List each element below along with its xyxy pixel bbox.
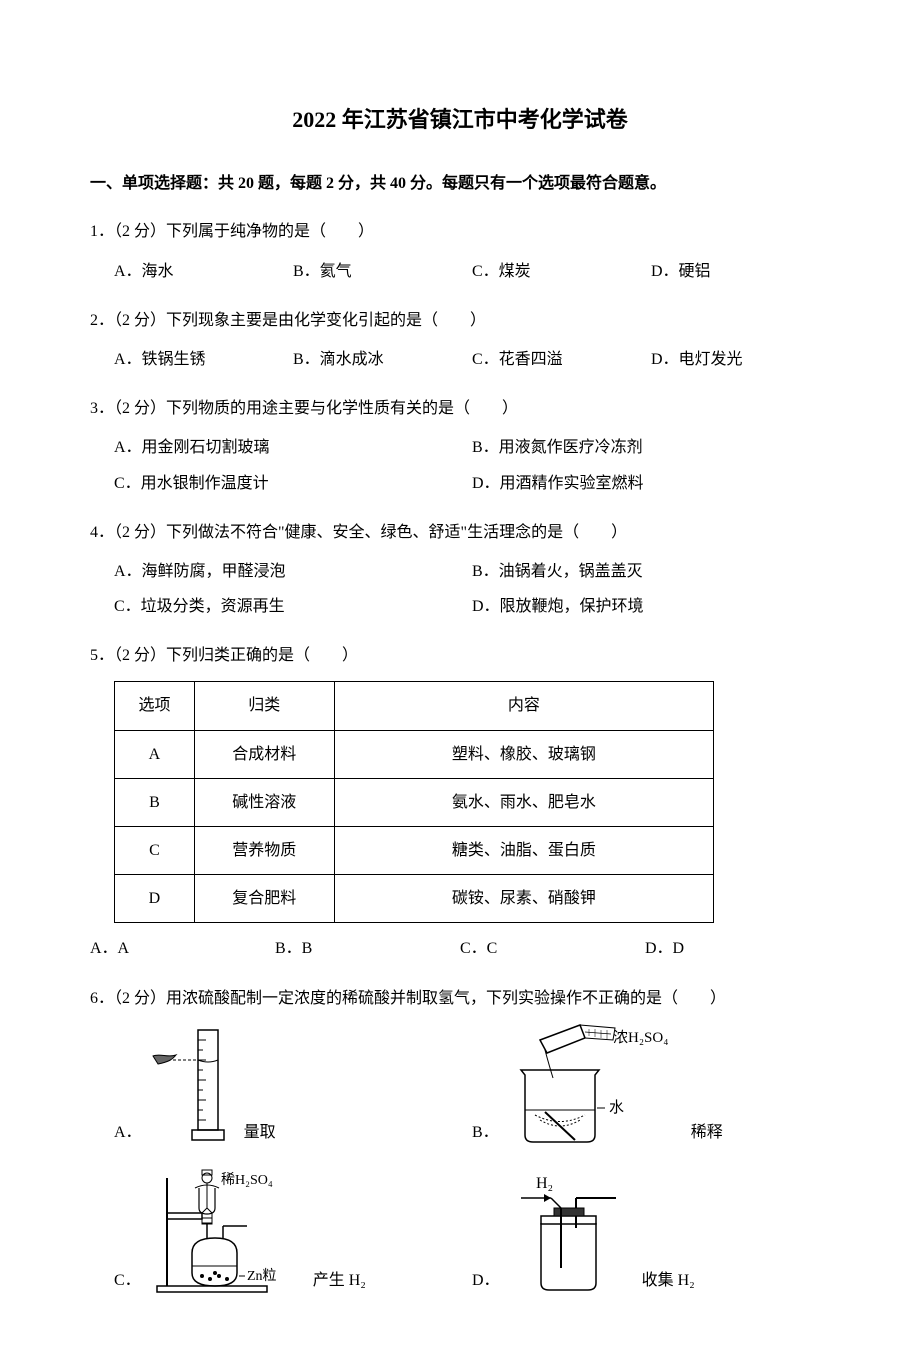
q4-options: A．海鲜防腐，甲醛浸泡 B．油锅着火，锅盖盖灭 C．垃圾分类，资源再生 D．限放… bbox=[90, 554, 830, 624]
q5-col-0: 选项 bbox=[115, 682, 195, 730]
q5-option-b: B．B bbox=[275, 931, 460, 966]
page-title: 2022 年江苏省镇江市中考化学试卷 bbox=[90, 100, 830, 140]
q6-option-c: C． bbox=[114, 1158, 472, 1298]
question-1: 1．（2 分）下列属于纯净物的是（ ） A．海水 B．氦气 C．煤炭 D．硬铝 bbox=[90, 214, 830, 288]
q5-r3c1: 复合肥料 bbox=[194, 875, 334, 923]
q3-option-b: B．用液氮作医疗冷冻剂 bbox=[472, 430, 830, 465]
gas-collection-icon: H₂ bbox=[506, 1168, 636, 1298]
q5-tbody: A 合成材料 塑料、橡胶、玻璃钢 B 碱性溶液 氨水、雨水、肥皂水 C 营养物质… bbox=[115, 730, 714, 923]
q2-stem: 2．（2 分）下列现象主要是由化学变化引起的是（ ） bbox=[90, 303, 830, 338]
q4-option-c: C．垃圾分类，资源再生 bbox=[114, 589, 472, 624]
q6-option-b: B． bbox=[472, 1020, 830, 1150]
q5-r3c2: 碳铵、尿素、硝酸钾 bbox=[334, 875, 713, 923]
q5-r2c2: 糖类、油脂、蛋白质 bbox=[334, 827, 713, 875]
q1-options: A．海水 B．氦气 C．煤炭 D．硬铝 bbox=[90, 254, 830, 289]
q2-options: A．铁锅生锈 B．滴水成冰 C．花香四溢 D．电灯发光 bbox=[90, 342, 830, 377]
section-header: 一、单项选择题：共 20 题，每题 2 分，共 40 分。每题只有一个选项最符合… bbox=[90, 170, 830, 199]
q6-d-letter: D． bbox=[472, 1263, 500, 1298]
q3-option-d: D．用酒精作实验室燃料 bbox=[472, 466, 830, 501]
q5-r1c2: 氨水、雨水、肥皂水 bbox=[334, 778, 713, 826]
q5-r0c2: 塑料、橡胶、玻璃钢 bbox=[334, 730, 713, 778]
q1-option-c: C．煤炭 bbox=[472, 254, 651, 289]
q5-table: 选项 归类 内容 A 合成材料 塑料、橡胶、玻璃钢 B 碱性溶液 氨水、雨水、肥… bbox=[114, 681, 714, 923]
q4-option-b: B．油锅着火，锅盖盖灭 bbox=[472, 554, 830, 589]
q3-options: A．用金刚石切割玻璃 B．用液氮作医疗冷冻剂 C．用水银制作温度计 D．用酒精作… bbox=[90, 430, 830, 500]
q5-r0c0: A bbox=[115, 730, 195, 778]
graduated-cylinder-icon bbox=[148, 1020, 238, 1150]
q6-c-letter: C． bbox=[114, 1263, 141, 1298]
q6-stem: 6．（2 分）用浓硫酸配制一定浓度的稀硫酸并制取氢气，下列实验操作不正确的是（ … bbox=[90, 981, 830, 1016]
q2-option-c: C．花香四溢 bbox=[472, 342, 651, 377]
question-4: 4．（2 分）下列做法不符合"健康、安全、绿色、舒适"生活理念的是（ ） A．海… bbox=[90, 515, 830, 625]
q5-r2c1: 营养物质 bbox=[194, 827, 334, 875]
question-2: 2．（2 分）下列现象主要是由化学变化引起的是（ ） A．铁锅生锈 B．滴水成冰… bbox=[90, 303, 830, 377]
q4-option-d: D．限放鞭炮，保护环境 bbox=[472, 589, 830, 624]
q5-r1c0: B bbox=[115, 778, 195, 826]
table-row: C 营养物质 糖类、油脂、蛋白质 bbox=[115, 827, 714, 875]
q6-b-caption: 稀释 bbox=[691, 1115, 723, 1150]
q6-option-a: A． bbox=[114, 1020, 472, 1150]
q3-option-c: C．用水银制作温度计 bbox=[114, 466, 472, 501]
water-label: 水 bbox=[609, 1099, 624, 1116]
q5-r1c1: 碱性溶液 bbox=[194, 778, 334, 826]
question-5: 5．（2 分）下列归类正确的是（ ） 选项 归类 内容 A 合成材料 塑料、橡胶… bbox=[90, 638, 830, 966]
q5-stem: 5．（2 分）下列归类正确的是（ ） bbox=[90, 638, 830, 673]
q6-b-letter: B． bbox=[472, 1115, 499, 1150]
q5-r0c1: 合成材料 bbox=[194, 730, 334, 778]
q5-r2c0: C bbox=[115, 827, 195, 875]
q5-r3c0: D bbox=[115, 875, 195, 923]
h2-generator-icon: Zn粒 稀H₂SO₄ bbox=[147, 1158, 307, 1298]
q1-option-b: B．氦气 bbox=[293, 254, 472, 289]
h2-label: H₂ bbox=[536, 1175, 553, 1192]
question-3: 3．（2 分）下列物质的用途主要与化学性质有关的是（ ） A．用金刚石切割玻璃 … bbox=[90, 391, 830, 501]
dilute-h2so4-label: 稀H₂SO₄ bbox=[221, 1172, 273, 1188]
q2-option-b: B．滴水成冰 bbox=[293, 342, 472, 377]
q6-option-d: D． H₂ 收集 H bbox=[472, 1168, 830, 1298]
beaker-dilution-icon: 水 浓H₂SO₄ bbox=[505, 1020, 685, 1150]
zn-label: Zn粒 bbox=[247, 1268, 277, 1284]
q5-col-2: 内容 bbox=[334, 682, 713, 730]
q5-option-a: A．A bbox=[90, 931, 275, 966]
h2so4-label: 浓H₂SO₄ bbox=[613, 1029, 668, 1046]
q6-d-caption: 收集 H₂ bbox=[642, 1263, 695, 1298]
q6-a-caption: 量取 bbox=[244, 1115, 276, 1150]
table-row: B 碱性溶液 氨水、雨水、肥皂水 bbox=[115, 778, 714, 826]
q6-a-letter: A． bbox=[114, 1115, 142, 1150]
q6-options: A． bbox=[90, 1020, 830, 1298]
q1-option-d: D．硬铝 bbox=[651, 254, 830, 289]
q6-c-caption: 产生 H₂ bbox=[313, 1263, 366, 1298]
q5-col-1: 归类 bbox=[194, 682, 334, 730]
q3-stem: 3．（2 分）下列物质的用途主要与化学性质有关的是（ ） bbox=[90, 391, 830, 426]
q1-option-a: A．海水 bbox=[114, 254, 293, 289]
question-6: 6．（2 分）用浓硫酸配制一定浓度的稀硫酸并制取氢气，下列实验操作不正确的是（ … bbox=[90, 981, 830, 1298]
q4-option-a: A．海鲜防腐，甲醛浸泡 bbox=[114, 554, 472, 589]
q4-stem: 4．（2 分）下列做法不符合"健康、安全、绿色、舒适"生活理念的是（ ） bbox=[90, 515, 830, 550]
q3-option-a: A．用金刚石切割玻璃 bbox=[114, 430, 472, 465]
table-row: A 合成材料 塑料、橡胶、玻璃钢 bbox=[115, 730, 714, 778]
q2-option-a: A．铁锅生锈 bbox=[114, 342, 293, 377]
q5-options: A．A B．B C．C D．D bbox=[90, 931, 830, 966]
table-row: D 复合肥料 碳铵、尿素、硝酸钾 bbox=[115, 875, 714, 923]
q1-stem: 1．（2 分）下列属于纯净物的是（ ） bbox=[90, 214, 830, 249]
q2-option-d: D．电灯发光 bbox=[651, 342, 830, 377]
q5-option-d: D．D bbox=[645, 931, 830, 966]
q5-option-c: C．C bbox=[460, 931, 645, 966]
